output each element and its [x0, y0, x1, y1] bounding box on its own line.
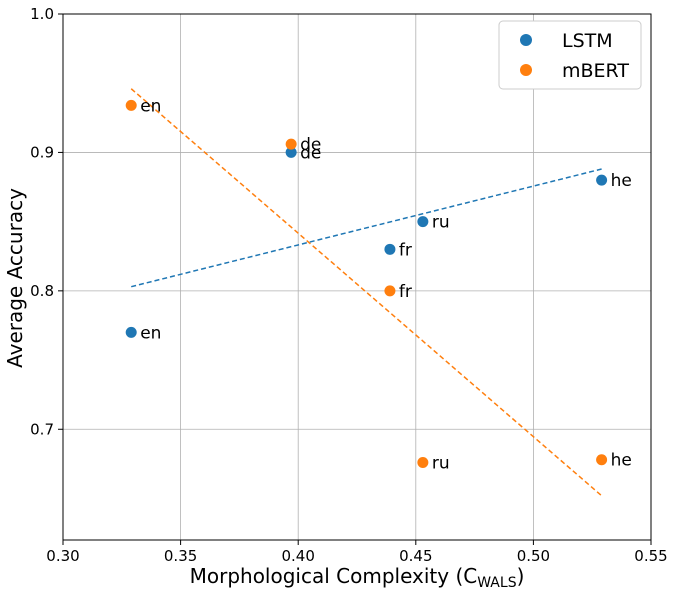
y-tick-label: 0.9 [30, 143, 54, 161]
x-axis-ticks: 0.30 0.35 0.40 0.45 0.50 0.55 [46, 540, 668, 565]
data-points [125, 99, 608, 468]
lstm-point-label-ru: ru [432, 213, 450, 233]
mbert-point-label-he: he [611, 451, 632, 471]
mbert-point-label-de: de [300, 135, 321, 155]
lstm-trend-line [131, 168, 602, 288]
y-axis-label: Average Accuracy [3, 188, 27, 368]
x-axis-label-main: Morphological Complexity (C [190, 564, 478, 588]
legend: LSTM mBERT [498, 20, 642, 90]
y-tick-label: 1.0 [30, 5, 54, 23]
mbert-trend-line [130, 88, 603, 497]
lstm-point-label-en: en [140, 323, 161, 343]
mbert-point-en [125, 99, 137, 111]
legend-box [498, 20, 642, 90]
legend-mbert-marker [520, 64, 532, 76]
lstm-point-label-fr: fr [399, 240, 412, 260]
legend-mbert-label: mBERT [562, 60, 629, 82]
x-axis-label-subscript: WALS [477, 575, 516, 591]
grid-lines [62, 13, 652, 540]
legend-lstm-marker [520, 34, 532, 46]
legend-lstm-label: LSTM [562, 30, 613, 52]
mbert-point-de [285, 138, 297, 150]
lstm-point-label-he: he [611, 171, 632, 191]
x-tick-label: 0.55 [634, 547, 667, 565]
x-tick-label: 0.45 [399, 547, 432, 565]
y-axis-ticks: 0.7 0.8 0.9 1.0 [30, 5, 63, 438]
mbert-point-ru [417, 456, 429, 468]
x-tick-label: 0.35 [164, 547, 197, 565]
mbert-point-he [596, 454, 608, 466]
plot-frame [62, 13, 652, 541]
lstm-point-en [125, 326, 137, 338]
mbert-point-label-ru: ru [432, 453, 450, 473]
lstm-point-ru [417, 216, 429, 228]
mbert-point-label-fr: fr [399, 282, 412, 302]
y-tick-label: 0.8 [30, 282, 54, 300]
x-tick-label: 0.50 [517, 547, 550, 565]
lstm-point-he [596, 174, 608, 186]
lstm-point-de [285, 146, 297, 158]
x-axis-label: Morphological Complexity (CWALS) [190, 564, 525, 591]
mbert-point-label-en: en [140, 96, 161, 116]
y-tick-label: 0.7 [30, 420, 54, 438]
x-axis-label-close: ) [517, 564, 525, 588]
mbert-point-fr [384, 285, 396, 297]
trend-lines [130, 88, 603, 497]
lstm-point-label-de: de [300, 143, 321, 163]
lstm-point-fr [384, 243, 396, 255]
x-tick-label: 0.30 [46, 547, 79, 565]
x-tick-label: 0.40 [281, 547, 314, 565]
